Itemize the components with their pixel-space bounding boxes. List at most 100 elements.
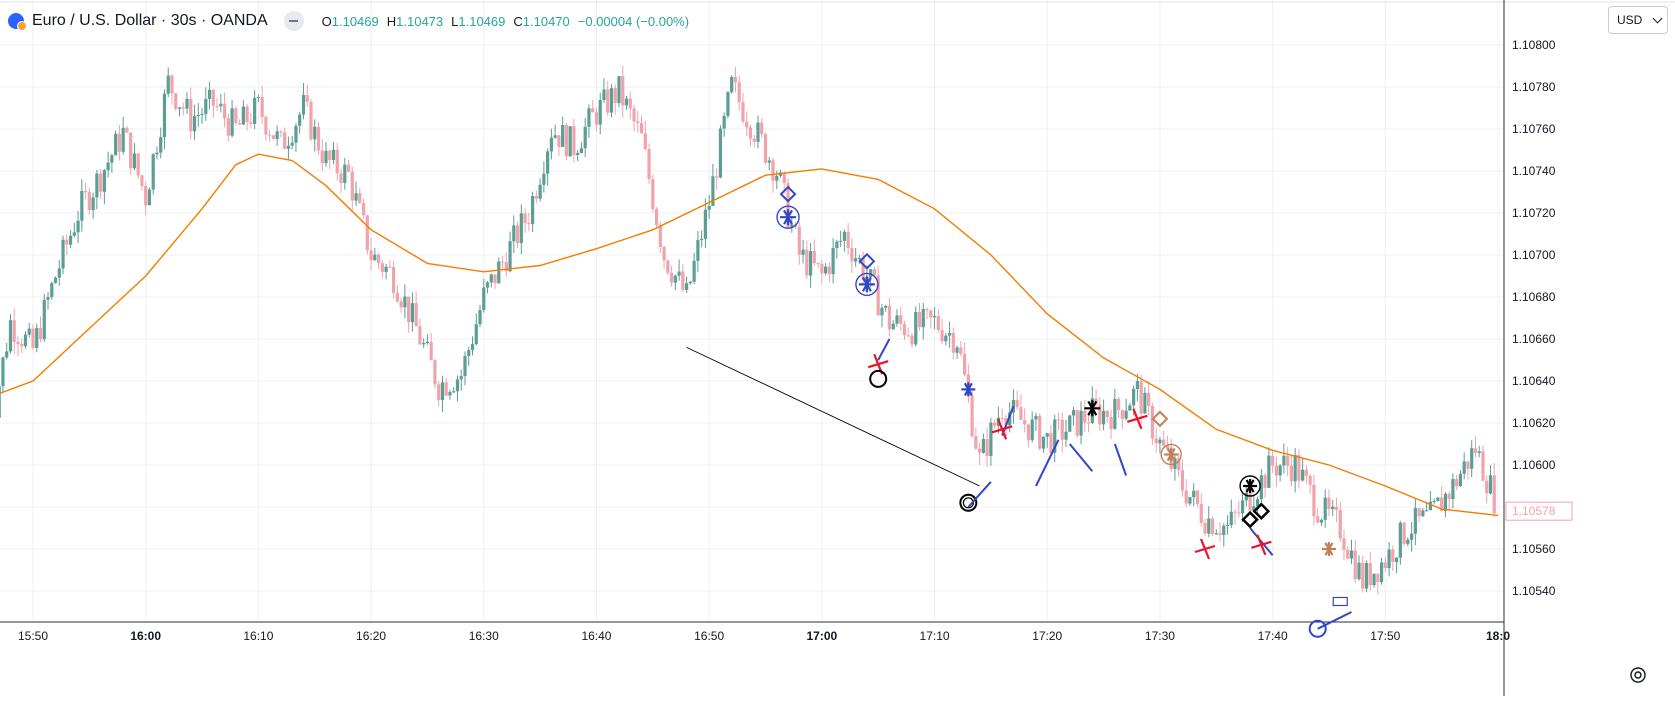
time-axis[interactable]: 15:50 16:00 16:10 16:20 16:30 16:40 16:50 17:00…: [18, 629, 1510, 643]
candle-body: [1034, 415, 1038, 420]
asterisk-marker[interactable]: [961, 382, 976, 397]
candle: [452, 387, 456, 394]
candle: [290, 135, 294, 150]
circle-marker[interactable]: [959, 493, 978, 512]
slash-marker[interactable]: [1035, 439, 1060, 487]
candle: [1233, 508, 1237, 525]
candle: [1361, 555, 1365, 593]
trend-line[interactable]: [686, 346, 980, 487]
candle: [617, 76, 621, 108]
circle-marker[interactable]: [1308, 619, 1327, 638]
candle: [677, 259, 681, 281]
asterisk-marker[interactable]: [1084, 400, 1101, 417]
candle-body: [1440, 497, 1444, 512]
time-tick-label: 17:50: [1370, 629, 1400, 643]
candle-body: [1180, 470, 1185, 491]
candle-body: [861, 257, 865, 281]
candle-body: [1301, 469, 1305, 481]
candle-body: [576, 152, 580, 155]
symbol-title[interactable]: Euro / U.S. Dollar · 30s · OANDA: [32, 12, 268, 29]
candle: [463, 351, 467, 386]
candle-body: [500, 261, 505, 263]
asterisk-ring: [1160, 443, 1182, 466]
cross-marker[interactable]: [1194, 538, 1216, 560]
asterisk-marker[interactable]: [1239, 475, 1261, 497]
collapse-icon[interactable]: [283, 11, 304, 31]
candle-body: [835, 241, 839, 248]
candle-body: [5, 351, 9, 358]
candle-body: [470, 344, 475, 350]
candle-body: [1282, 455, 1286, 466]
symbol-logo-icon[interactable]: [8, 13, 27, 31]
asterisk-marker[interactable]: [1321, 542, 1336, 556]
diamond-marker[interactable]: [779, 185, 797, 203]
candle-body: [0, 386, 1, 418]
candle-body: [1019, 407, 1023, 420]
slash-marker[interactable]: [877, 338, 891, 361]
last-price-label: 1.10578: [1512, 504, 1556, 518]
candle: [1222, 523, 1226, 547]
diamond-marker[interactable]: [858, 252, 876, 270]
candle-body: [951, 332, 955, 353]
slash-marker[interactable]: [967, 481, 992, 508]
candle-body: [346, 164, 351, 172]
candle: [68, 230, 73, 248]
candle-body: [275, 131, 279, 139]
candle-body: [207, 89, 212, 100]
candle-body: [185, 98, 189, 109]
candle-body: [1128, 405, 1132, 411]
candle: [440, 375, 445, 412]
candle-body: [606, 89, 610, 113]
candle: [981, 433, 985, 454]
candle: [523, 208, 527, 233]
candle-body: [921, 308, 925, 328]
cross-marker[interactable]: [1251, 534, 1272, 556]
slash-marker[interactable]: [1113, 443, 1128, 476]
candle-body: [1425, 510, 1429, 512]
currency-button[interactable]: USD: [1608, 6, 1668, 34]
cross-marker[interactable]: [1127, 408, 1148, 430]
diamond-marker[interactable]: [1252, 502, 1271, 520]
candle: [831, 238, 835, 284]
candle: [801, 239, 805, 264]
candle-body: [613, 88, 617, 104]
candle: [760, 118, 764, 138]
rectangle-marker[interactable]: [1332, 596, 1348, 607]
candle: [271, 134, 276, 140]
candle-body: [1451, 479, 1455, 499]
candle-body: [1406, 539, 1410, 544]
candle-body: [891, 323, 895, 330]
candle: [944, 333, 948, 346]
price-tick-label: 1.10760: [1512, 122, 1556, 136]
candle: [1316, 508, 1320, 525]
asterisk-marker[interactable]: [855, 272, 879, 297]
gear-icon[interactable]: [1627, 664, 1649, 686]
candle-body: [1162, 439, 1166, 446]
candle-body: [132, 153, 137, 169]
cross-marker[interactable]: [991, 418, 1013, 440]
slash-marker[interactable]: [1249, 527, 1274, 556]
slash-marker[interactable]: [1068, 443, 1094, 472]
candle: [722, 112, 726, 137]
slash-marker[interactable]: [1001, 405, 1015, 436]
candle-body: [147, 189, 152, 206]
candle-body: [854, 258, 858, 262]
candle: [204, 87, 208, 121]
price-axis[interactable]: 1.10800 1.10780 1.10760 1.10740 1.10720 1.107…: [1505, 38, 1573, 598]
candle-body: [1327, 497, 1331, 510]
diamond-marker[interactable]: [1151, 410, 1169, 428]
asterisk-marker[interactable]: [776, 205, 800, 229]
candle-body: [760, 122, 764, 135]
candle-body: [433, 360, 437, 385]
candle: [132, 142, 137, 171]
candle-body: [455, 379, 460, 392]
candle: [651, 174, 655, 213]
circle-marker[interactable]: [869, 369, 888, 388]
slash-marker[interactable]: [1317, 611, 1352, 630]
diamond-marker[interactable]: [1241, 510, 1259, 529]
asterisk-marker[interactable]: [1160, 443, 1182, 466]
candle-body: [1417, 508, 1421, 517]
candle-body: [564, 125, 569, 157]
